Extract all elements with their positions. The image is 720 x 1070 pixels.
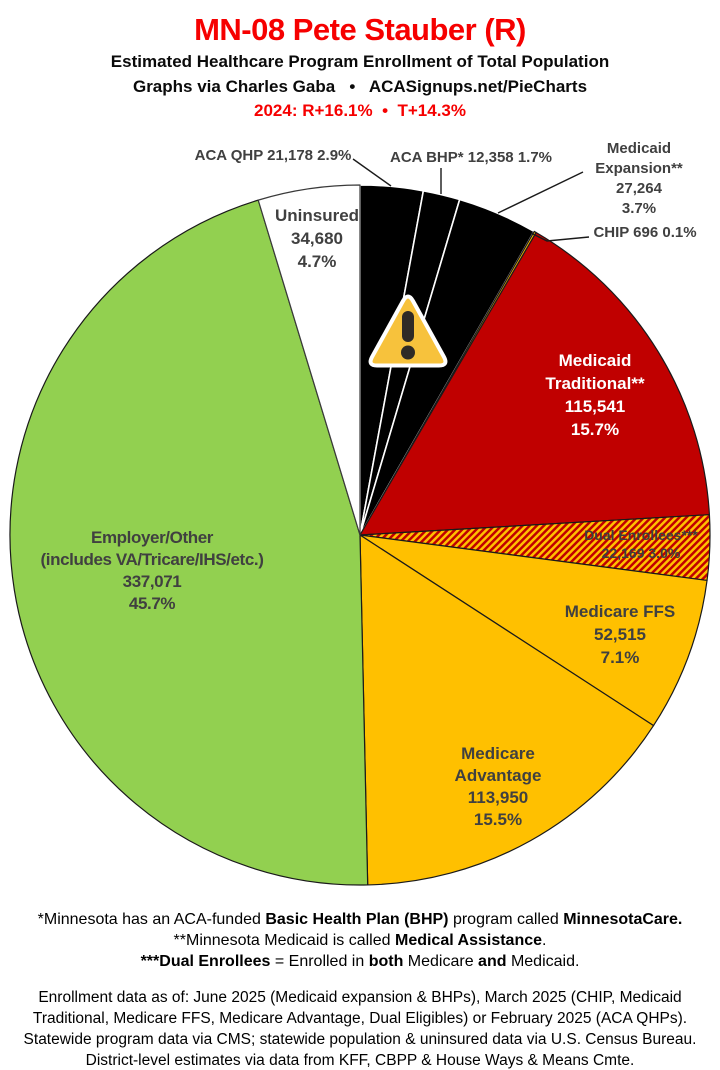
chart-subtitle: Estimated Healthcare Program Enrollment … — [110, 52, 610, 71]
slice-label-line: Uninsured — [274, 206, 360, 225]
pie-slice-employer-other — [9, 199, 369, 886]
slice-label-line: 45.7% — [128, 594, 176, 613]
footnote-text: *Minnesota has an ACA-funded — [37, 911, 266, 928]
leader-line-aca-qhp — [352, 158, 392, 187]
slice-label-line: Medicaid — [558, 351, 632, 370]
footnote-dual: ***Dual Enrollees = Enrolled in both Med… — [0, 953, 720, 971]
source-note-line: Traditional, Medicare FFS, Medicare Adva… — [32, 1010, 688, 1027]
slice-label-line: Medicare FFS — [564, 602, 676, 621]
leader-line-medicaid-expansion — [497, 171, 584, 214]
slice-label-line: Employer/Other — [91, 528, 213, 547]
partisan-lean: 2024: R+16.1% • T+14.3% — [254, 101, 466, 120]
source-note: Enrollment data as of: June 2025 (Medica… — [0, 987, 720, 1070]
slice-label-chip: CHIP 696 0.1% — [593, 224, 697, 241]
leader-lines — [352, 158, 590, 242]
slice-label-line: 52,515 — [593, 625, 646, 644]
pie-slice-medicaid-traditional — [359, 231, 711, 536]
footnote-text: Medicare — [403, 953, 479, 970]
footnote-text-bold: Basic Health Plan (BHP) — [265, 911, 449, 928]
footnote-text: program called — [448, 911, 564, 928]
slice-label-line: 4.7% — [297, 252, 337, 271]
credit-line: Graphs via Charles Gaba • ACASignups.net… — [132, 77, 588, 96]
slice-label-line: 27,264 — [616, 180, 662, 197]
slice-label-employer-other: Employer/Other (includes VA/Tricare/IHS/… — [41, 527, 264, 615]
slice-label-line: Expansion** — [595, 160, 683, 177]
slice-label-medicare-advantage: Medicare Advantage 113,950 15.5% — [455, 743, 542, 831]
pie-slice-medicare-advantage — [359, 534, 655, 886]
slice-label-line: Dual Enrollees*** — [584, 527, 698, 543]
slice-label-line: 115,541 — [564, 397, 626, 416]
footnote-text: . — [542, 932, 547, 949]
footnote-text: Medicaid. — [506, 953, 580, 970]
footnote-text-bold: ***Dual Enrollees — [140, 953, 271, 970]
slice-label-line: 34,680 — [291, 229, 343, 248]
pie-slice-medicare-ffs — [359, 534, 708, 727]
slice-label-line: 15.5% — [473, 810, 523, 829]
slice-label-dual-enrollees: Dual Enrollees*** 22,169 3.0% — [584, 526, 698, 562]
footnote-text-bold: both — [368, 953, 404, 970]
page-title: MN-08 Pete Stauber (R) — [194, 12, 526, 47]
footnote-medicaid: **Minnesota Medicaid is called Medical A… — [0, 932, 720, 950]
slice-label-line: 15.7% — [570, 420, 620, 439]
slice-label-line: 337,071 — [122, 572, 182, 591]
leader-line-chip — [530, 232, 590, 242]
slice-label-line: Medicare — [461, 744, 535, 763]
footnote-text-bold: and — [478, 953, 507, 970]
footnote-text: = Enrolled in — [270, 953, 369, 970]
slice-label-line: 113,950 — [467, 788, 529, 807]
slice-label-uninsured: Uninsured 34,680 4.7% — [275, 204, 359, 273]
slice-label-line: Traditional** — [545, 374, 645, 393]
slice-label-medicare-ffs: Medicare FFS 52,515 7.1% — [565, 600, 676, 669]
footnote-bhp: *Minnesota has an ACA-funded Basic Healt… — [0, 911, 720, 929]
source-note-line: District-level estimates via data from K… — [85, 1052, 635, 1069]
slice-label-aca-qhp: ACA QHP 21,178 2.9% — [194, 147, 352, 164]
footnote-text-bold: MinnesotaCare. — [563, 911, 683, 928]
warning-icon — [368, 294, 448, 368]
slice-label-line: (includes VA/Tricare/IHS/etc.) — [40, 550, 264, 569]
slice-label-line: 3.7% — [621, 200, 657, 217]
slice-label-line: Medicaid — [606, 140, 672, 157]
slice-label-line: Advantage — [454, 766, 542, 785]
pie-slice-uninsured — [257, 184, 361, 536]
slice-label-line: 22,169 3.0% — [601, 545, 681, 561]
slice-label-line: 7.1% — [600, 648, 640, 667]
slice-label-medicaid-expansion: Medicaid Expansion** 27,264 3.7% — [595, 139, 683, 219]
slice-label-medicaid-traditional: Medicaid Traditional** 115,541 15.7% — [545, 349, 644, 441]
footnote-text: **Minnesota Medicaid is called — [173, 932, 395, 949]
slice-label-aca-bhp: ACA BHP* 12,358 1.7% — [389, 149, 553, 166]
source-note-line: Statewide program data via CMS; statewid… — [23, 1031, 697, 1048]
source-note-line: Enrollment data as of: June 2025 (Medica… — [38, 989, 682, 1006]
footnote-text-bold: Medical Assistance — [394, 932, 543, 949]
